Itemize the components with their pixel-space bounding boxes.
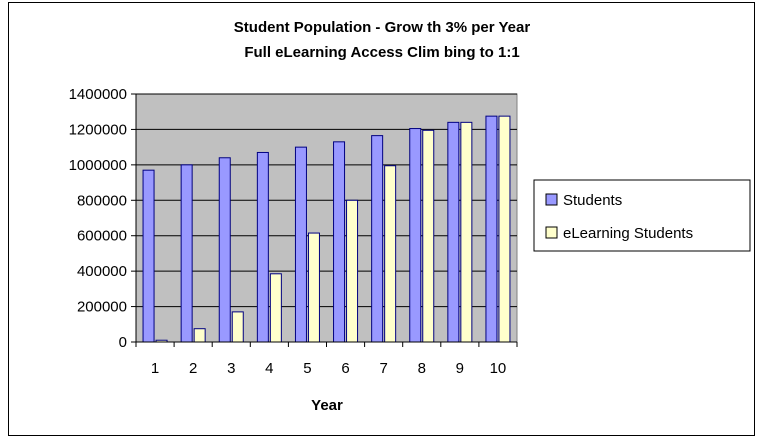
- x-tick-label: 8: [418, 360, 426, 377]
- y-tick-label: 1000000: [69, 157, 127, 174]
- bar-elearning-students-year-6: [346, 199, 359, 343]
- legend-swatch: [545, 193, 558, 206]
- x-tick-label: 4: [265, 360, 273, 377]
- bar-students-year-6: [333, 141, 346, 343]
- x-tick-label: 10: [490, 360, 507, 377]
- y-tick-label: 400000: [77, 263, 127, 280]
- bar-students-year-7: [371, 135, 384, 343]
- chart-subtitle: Full eLearning Access Clim bing to 1:1: [244, 44, 519, 61]
- legend-box: [533, 179, 751, 252]
- bar-elearning-students-year-9: [460, 121, 473, 343]
- x-tick-label: 9: [456, 360, 464, 377]
- legend: Students eLearning Students: [545, 192, 693, 242]
- bar-students-year-9: [447, 121, 460, 343]
- x-tick-label: 2: [189, 360, 197, 377]
- bar-elearning-students-year-8: [422, 129, 435, 343]
- y-tick-label: 800000: [77, 192, 127, 209]
- y-tick-label: 0: [119, 334, 127, 351]
- x-tick-label: 5: [303, 360, 311, 377]
- bar-elearning-students-year-3: [231, 311, 244, 343]
- chart-title: Student Population - Grow th 3% per Year: [234, 19, 531, 36]
- x-axis-label: Year: [311, 397, 343, 414]
- bar-elearning-students-year-7: [384, 165, 397, 343]
- y-tick-label: 200000: [77, 299, 127, 316]
- plot-area: [135, 93, 518, 343]
- bar-elearning-students-year-2: [193, 328, 206, 343]
- bar-students-year-1: [142, 169, 155, 343]
- bar-elearning-students-year-5: [307, 232, 320, 343]
- bar-students-year-8: [409, 128, 422, 343]
- bar-students-year-3: [218, 157, 231, 343]
- legend-label: Students: [563, 192, 622, 209]
- bar-students-year-5: [294, 146, 307, 343]
- x-tick-label: 3: [227, 360, 235, 377]
- y-tick-label: 1400000: [69, 86, 127, 103]
- bar-students-year-4: [256, 151, 269, 343]
- y-tick-label: 600000: [77, 228, 127, 245]
- y-tick-label: 1200000: [69, 121, 127, 138]
- x-tick-label: 7: [379, 360, 387, 377]
- legend-label: eLearning Students: [563, 225, 693, 242]
- bar-elearning-students-year-10: [498, 115, 511, 343]
- bar-elearning-students-year-4: [269, 273, 282, 343]
- legend-swatch: [545, 226, 558, 239]
- bar-students-year-10: [485, 115, 498, 343]
- bar-students-year-2: [180, 164, 193, 343]
- x-tick-label: 1: [151, 360, 159, 377]
- axes: 0 200000 400000 600000 800000 1000000 1200000 1…: [69, 86, 518, 377]
- x-tick-label: 6: [341, 360, 349, 377]
